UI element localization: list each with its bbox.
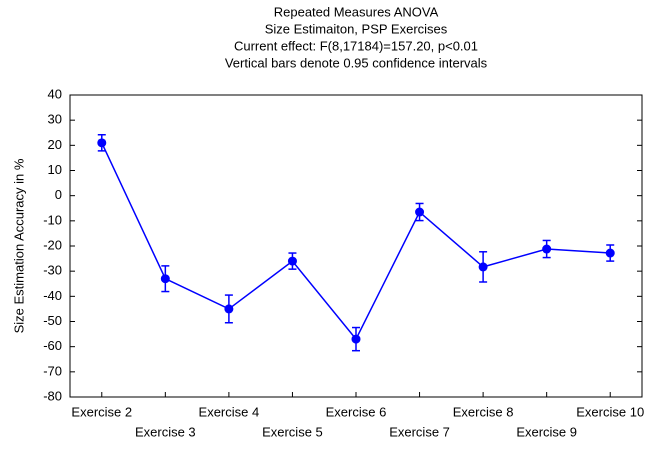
x-tick-label: Exercise 5 bbox=[262, 424, 323, 439]
y-tick-label: -30 bbox=[43, 263, 62, 278]
data-point bbox=[160, 274, 170, 284]
y-tick-label: 40 bbox=[48, 86, 62, 101]
data-point bbox=[287, 256, 297, 266]
y-tick-label: -50 bbox=[43, 313, 62, 328]
x-tick-label: Exercise 2 bbox=[71, 404, 132, 419]
y-axis-label: Size Estimation Accuracy in % bbox=[11, 158, 26, 333]
y-tick-label: -40 bbox=[43, 288, 62, 303]
y-tick-label: -20 bbox=[43, 237, 62, 252]
data-point bbox=[605, 248, 615, 258]
data-point bbox=[478, 262, 488, 272]
y-tick-label: -10 bbox=[43, 212, 62, 227]
chart-title: Vertical bars denote 0.95 confidence int… bbox=[225, 55, 488, 70]
data-point bbox=[542, 244, 552, 254]
x-tick-label: Exercise 3 bbox=[135, 424, 196, 439]
chart-title: Size Estimaiton, PSP Exercises bbox=[265, 21, 448, 36]
x-tick-label: Exercise 9 bbox=[516, 424, 577, 439]
y-tick-label: 20 bbox=[48, 137, 62, 152]
x-tick-label: Exercise 8 bbox=[453, 404, 514, 419]
x-tick-label: Exercise 10 bbox=[576, 404, 644, 419]
y-tick-label: 0 bbox=[55, 187, 62, 202]
y-tick-label: 30 bbox=[48, 112, 62, 127]
data-point bbox=[224, 304, 234, 314]
x-tick-label: Exercise 7 bbox=[389, 424, 450, 439]
chart-title: Repeated Measures ANOVA bbox=[274, 4, 439, 19]
chart-title: Current effect: F(8,17184)=157.20, p<0.0… bbox=[234, 38, 478, 53]
data-point bbox=[97, 138, 107, 148]
plot-frame bbox=[69, 94, 643, 398]
data-line bbox=[101, 142, 611, 341]
data-point bbox=[351, 334, 361, 344]
y-tick-label: -70 bbox=[43, 363, 62, 378]
y-tick-label: -60 bbox=[43, 338, 62, 353]
x-tick-label: Exercise 4 bbox=[199, 404, 260, 419]
data-point bbox=[415, 207, 425, 217]
y-tick-label: 10 bbox=[48, 162, 62, 177]
x-tick-label: Exercise 6 bbox=[326, 404, 387, 419]
y-tick-label: -80 bbox=[43, 388, 62, 403]
